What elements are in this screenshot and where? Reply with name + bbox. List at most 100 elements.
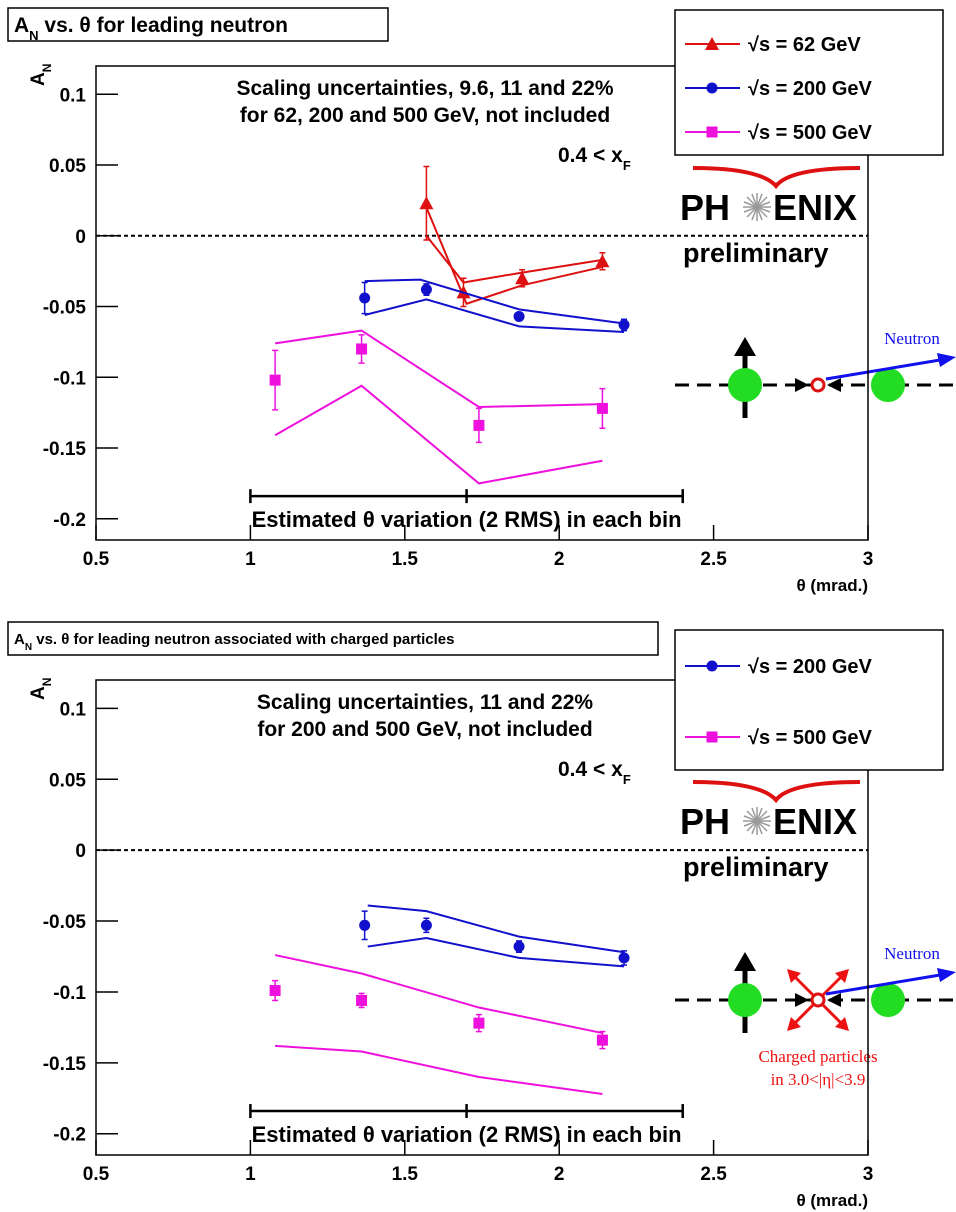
y-tick-label: 0 xyxy=(75,227,86,248)
proton xyxy=(728,368,762,402)
neutron-arrow-head xyxy=(937,968,956,982)
y-tick-label: -0.2 xyxy=(53,510,86,531)
marker xyxy=(706,126,718,138)
marker xyxy=(359,292,371,304)
chart-title-part: vs. θ for leading neutron associated wit… xyxy=(32,631,454,648)
logo: PH ENIX preliminary xyxy=(680,166,861,268)
x-tick-label: 2 xyxy=(554,1164,565,1185)
y-tick-label: -0.05 xyxy=(43,912,87,933)
proton xyxy=(728,983,762,1017)
marker xyxy=(513,310,525,322)
systematic-band xyxy=(274,329,603,409)
logo-left: PH xyxy=(680,187,730,228)
logo-left: PH xyxy=(680,801,730,842)
xf-note: 0.4 < xF xyxy=(558,758,631,787)
logo-right: ENIX xyxy=(773,187,857,228)
neutron-label: Neutron xyxy=(884,944,940,963)
systematic-band xyxy=(275,1044,603,1096)
marker xyxy=(473,1017,485,1029)
y-tick-label: 0.1 xyxy=(60,699,87,720)
x-axis-label: θ (mrad.) xyxy=(796,1191,868,1210)
proton xyxy=(871,368,905,402)
logo-right: ENIX xyxy=(773,801,857,842)
marker xyxy=(473,419,485,431)
title-box xyxy=(7,7,389,42)
marker xyxy=(706,82,718,94)
systematic-band xyxy=(274,954,603,1035)
marker xyxy=(596,1034,608,1046)
diagram: Neutron xyxy=(675,329,956,418)
scaling-note: Scaling uncertainties, 11 and 22% xyxy=(257,691,593,714)
y-axis-label: AN xyxy=(28,678,54,700)
xf-note-part: F xyxy=(623,772,631,787)
legend-label: √s = 62 GeV xyxy=(748,34,861,56)
xf-note: 0.4 < xF xyxy=(558,144,631,173)
y-tick-label: -0.2 xyxy=(53,1125,86,1146)
marker xyxy=(515,271,530,285)
legend-label: √s = 500 GeV xyxy=(748,122,872,144)
legend-label: √s = 200 GeV xyxy=(748,656,872,678)
logo-arc xyxy=(692,780,861,804)
y-tick-label: -0.1 xyxy=(53,368,86,389)
chart-title-part: N xyxy=(25,641,32,652)
legend-box xyxy=(674,629,944,771)
y-tick-label: -0.15 xyxy=(43,1054,87,1075)
chart-title-part: A xyxy=(14,631,25,648)
proton xyxy=(871,983,905,1017)
x-tick-label: 1 xyxy=(245,549,256,570)
marker xyxy=(269,985,281,997)
beam-arrow xyxy=(795,378,809,392)
marker xyxy=(356,994,368,1006)
charged-label: in 3.0<|η|<3.9 xyxy=(771,1070,866,1089)
beam-arrow xyxy=(827,378,841,392)
y-tick-label: -0.1 xyxy=(53,983,86,1004)
charged-arrow-heads xyxy=(787,969,849,1031)
y-tick-label: 0.05 xyxy=(49,770,86,791)
x-tick-label: 2 xyxy=(554,549,565,570)
charged-label: Charged particles xyxy=(758,1047,877,1066)
marker xyxy=(356,343,368,355)
marker xyxy=(419,196,434,210)
legend-label: √s = 200 GeV xyxy=(748,78,872,100)
systematic-band xyxy=(425,235,603,284)
rms-note: Estimated θ variation (2 RMS) in each bi… xyxy=(252,507,682,532)
marker xyxy=(705,37,719,50)
y-tick-label: 0 xyxy=(75,841,86,862)
marker xyxy=(618,319,630,331)
diagram: Neutron Charged particles in 3.0<|η|<3.9 xyxy=(675,944,956,1089)
y-axis-label-part: A xyxy=(28,686,49,700)
logo-sub: preliminary xyxy=(683,238,829,268)
x-tick-label: 1.5 xyxy=(392,549,419,570)
neutron-arrow xyxy=(825,973,941,996)
xf-note-part: 0.4 < x xyxy=(558,144,623,167)
rms-note: Estimated θ variation (2 RMS) in each bi… xyxy=(252,1122,682,1147)
y-tick-label: 0.1 xyxy=(60,85,87,106)
spin-arrow-head xyxy=(734,952,756,971)
xf-note-part: F xyxy=(623,158,631,173)
y-tick-label: 0.05 xyxy=(49,156,86,177)
xf-note-part: 0.4 < x xyxy=(558,758,623,781)
scaling-note: Scaling uncertainties, 9.6, 11 and 22% xyxy=(237,77,614,100)
collision xyxy=(810,377,826,393)
chart-title: AN vs. θ for leading neutron associated … xyxy=(14,631,454,653)
x-tick-label: 2.5 xyxy=(700,549,727,570)
systematic-band xyxy=(274,384,603,485)
spin-arrow-head xyxy=(734,337,756,356)
systematic-band xyxy=(364,278,625,325)
neutron-arrow-head xyxy=(937,353,956,367)
marker xyxy=(420,919,432,931)
beam-arrow xyxy=(827,993,841,1007)
legend-box xyxy=(674,9,944,156)
logo: PH ENIX preliminary xyxy=(680,780,861,882)
systematic-band xyxy=(425,207,603,305)
chart-title-part: N xyxy=(29,27,38,42)
chart-title-part: A xyxy=(14,14,29,37)
marker xyxy=(706,731,718,743)
x-tick-label: 0.5 xyxy=(83,549,110,570)
x-tick-label: 3 xyxy=(863,549,874,570)
marker xyxy=(596,402,608,414)
marker xyxy=(359,919,371,931)
x-tick-label: 2.5 xyxy=(700,1164,727,1185)
marker xyxy=(618,952,630,964)
